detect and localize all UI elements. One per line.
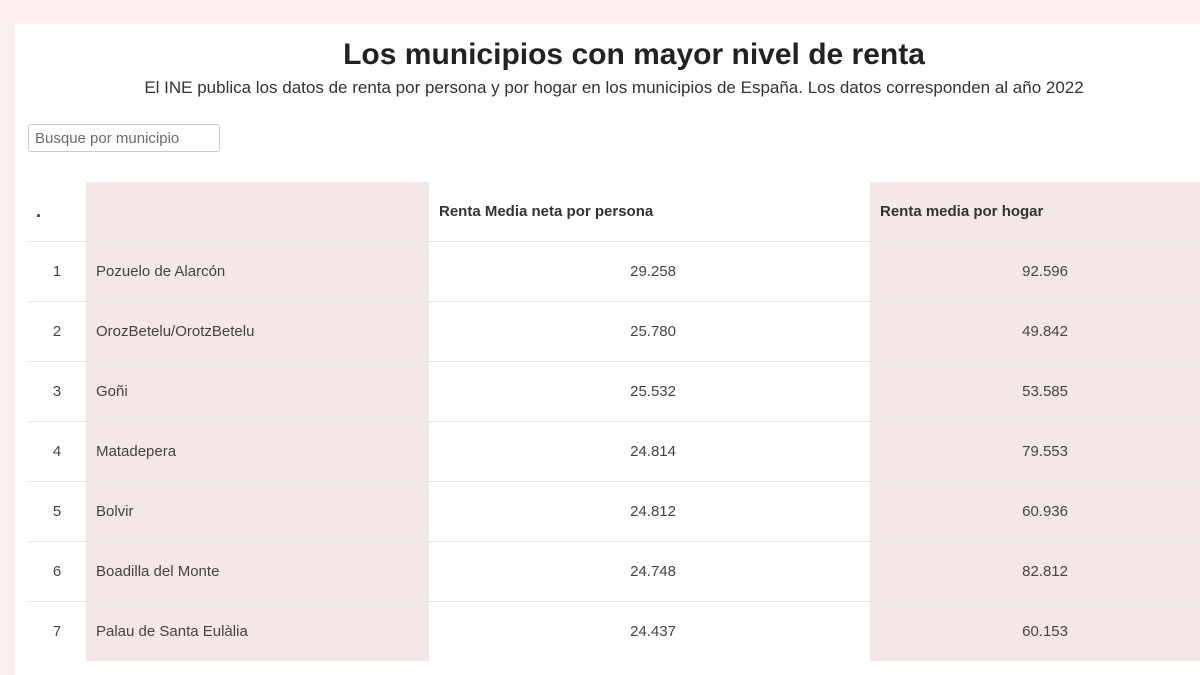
rank-cell: 6 [52,562,62,580]
table-row: 6 Boadilla del Monte 24.748 82.812 [28,541,1200,601]
municipality-cell: Goñi [86,361,429,421]
data-table: . Renta Media neta por persona Renta med… [28,182,1200,661]
column-header-per-household[interactable]: Renta media por hogar [870,182,1200,241]
table-row: 2 OrozBetelu/OrotzBetelu 25.780 49.842 [28,301,1200,361]
municipality-cell: Boadilla del Monte [86,541,429,601]
column-header-municipality[interactable] [86,182,429,241]
per-household-cell: 92.596 [870,241,1200,301]
rank-cell: 4 [52,442,62,460]
table-row: 7 Palau de Santa Eulàlia 24.437 60.153 [28,601,1200,661]
municipality-cell: Pozuelo de Alarcón [86,241,429,301]
per-household-cell: 82.812 [870,541,1200,601]
table-row: 5 Bolvir 24.812 60.936 [28,481,1200,541]
page-title: Los municipios con mayor nivel de renta [343,38,925,71]
per-household-cell: 49.842 [870,301,1200,361]
rank-cell: 5 [52,502,62,520]
table-row: 4 Matadepera 24.814 79.553 [28,421,1200,481]
search-input[interactable] [28,124,220,152]
per-person-cell: 24.812 [630,502,676,520]
per-person-cell: 29.258 [630,262,676,280]
table-row: 3 Goñi 25.532 53.585 [28,361,1200,421]
table-body: 1 Pozuelo de Alarcón 29.258 92.596 2 OrozBete… [28,241,1200,661]
per-household-cell: 53.585 [870,361,1200,421]
per-household-cell: 60.936 [870,481,1200,541]
rank-cell: 7 [52,622,62,640]
page-subtitle: El INE publica los datos de renta por pe… [144,78,1084,97]
per-person-cell: 24.437 [630,622,676,640]
municipality-cell: Matadepera [86,421,429,481]
table-card: Los municipios con mayor nivel de renta … [14,24,1200,675]
rank-cell: 2 [52,322,62,340]
rank-cell: 1 [52,262,62,280]
column-header-per-person[interactable]: Renta Media neta por persona [439,202,654,220]
municipality-cell: Palau de Santa Eulàlia [86,601,429,661]
per-person-cell: 24.814 [630,442,676,460]
column-header-rank[interactable]: . [36,200,42,221]
per-person-cell: 25.532 [630,382,676,400]
per-household-cell: 79.553 [870,421,1200,481]
table-row: 1 Pozuelo de Alarcón 29.258 92.596 [28,241,1200,301]
rank-cell: 3 [52,382,62,400]
per-household-cell: 60.153 [870,601,1200,661]
municipality-cell: OrozBetelu/OrotzBetelu [86,301,429,361]
municipality-cell: Bolvir [86,481,429,541]
per-person-cell: 25.780 [630,322,676,340]
table-header-row: . Renta Media neta por persona Renta med… [28,182,1200,241]
per-person-cell: 24.748 [630,562,676,580]
